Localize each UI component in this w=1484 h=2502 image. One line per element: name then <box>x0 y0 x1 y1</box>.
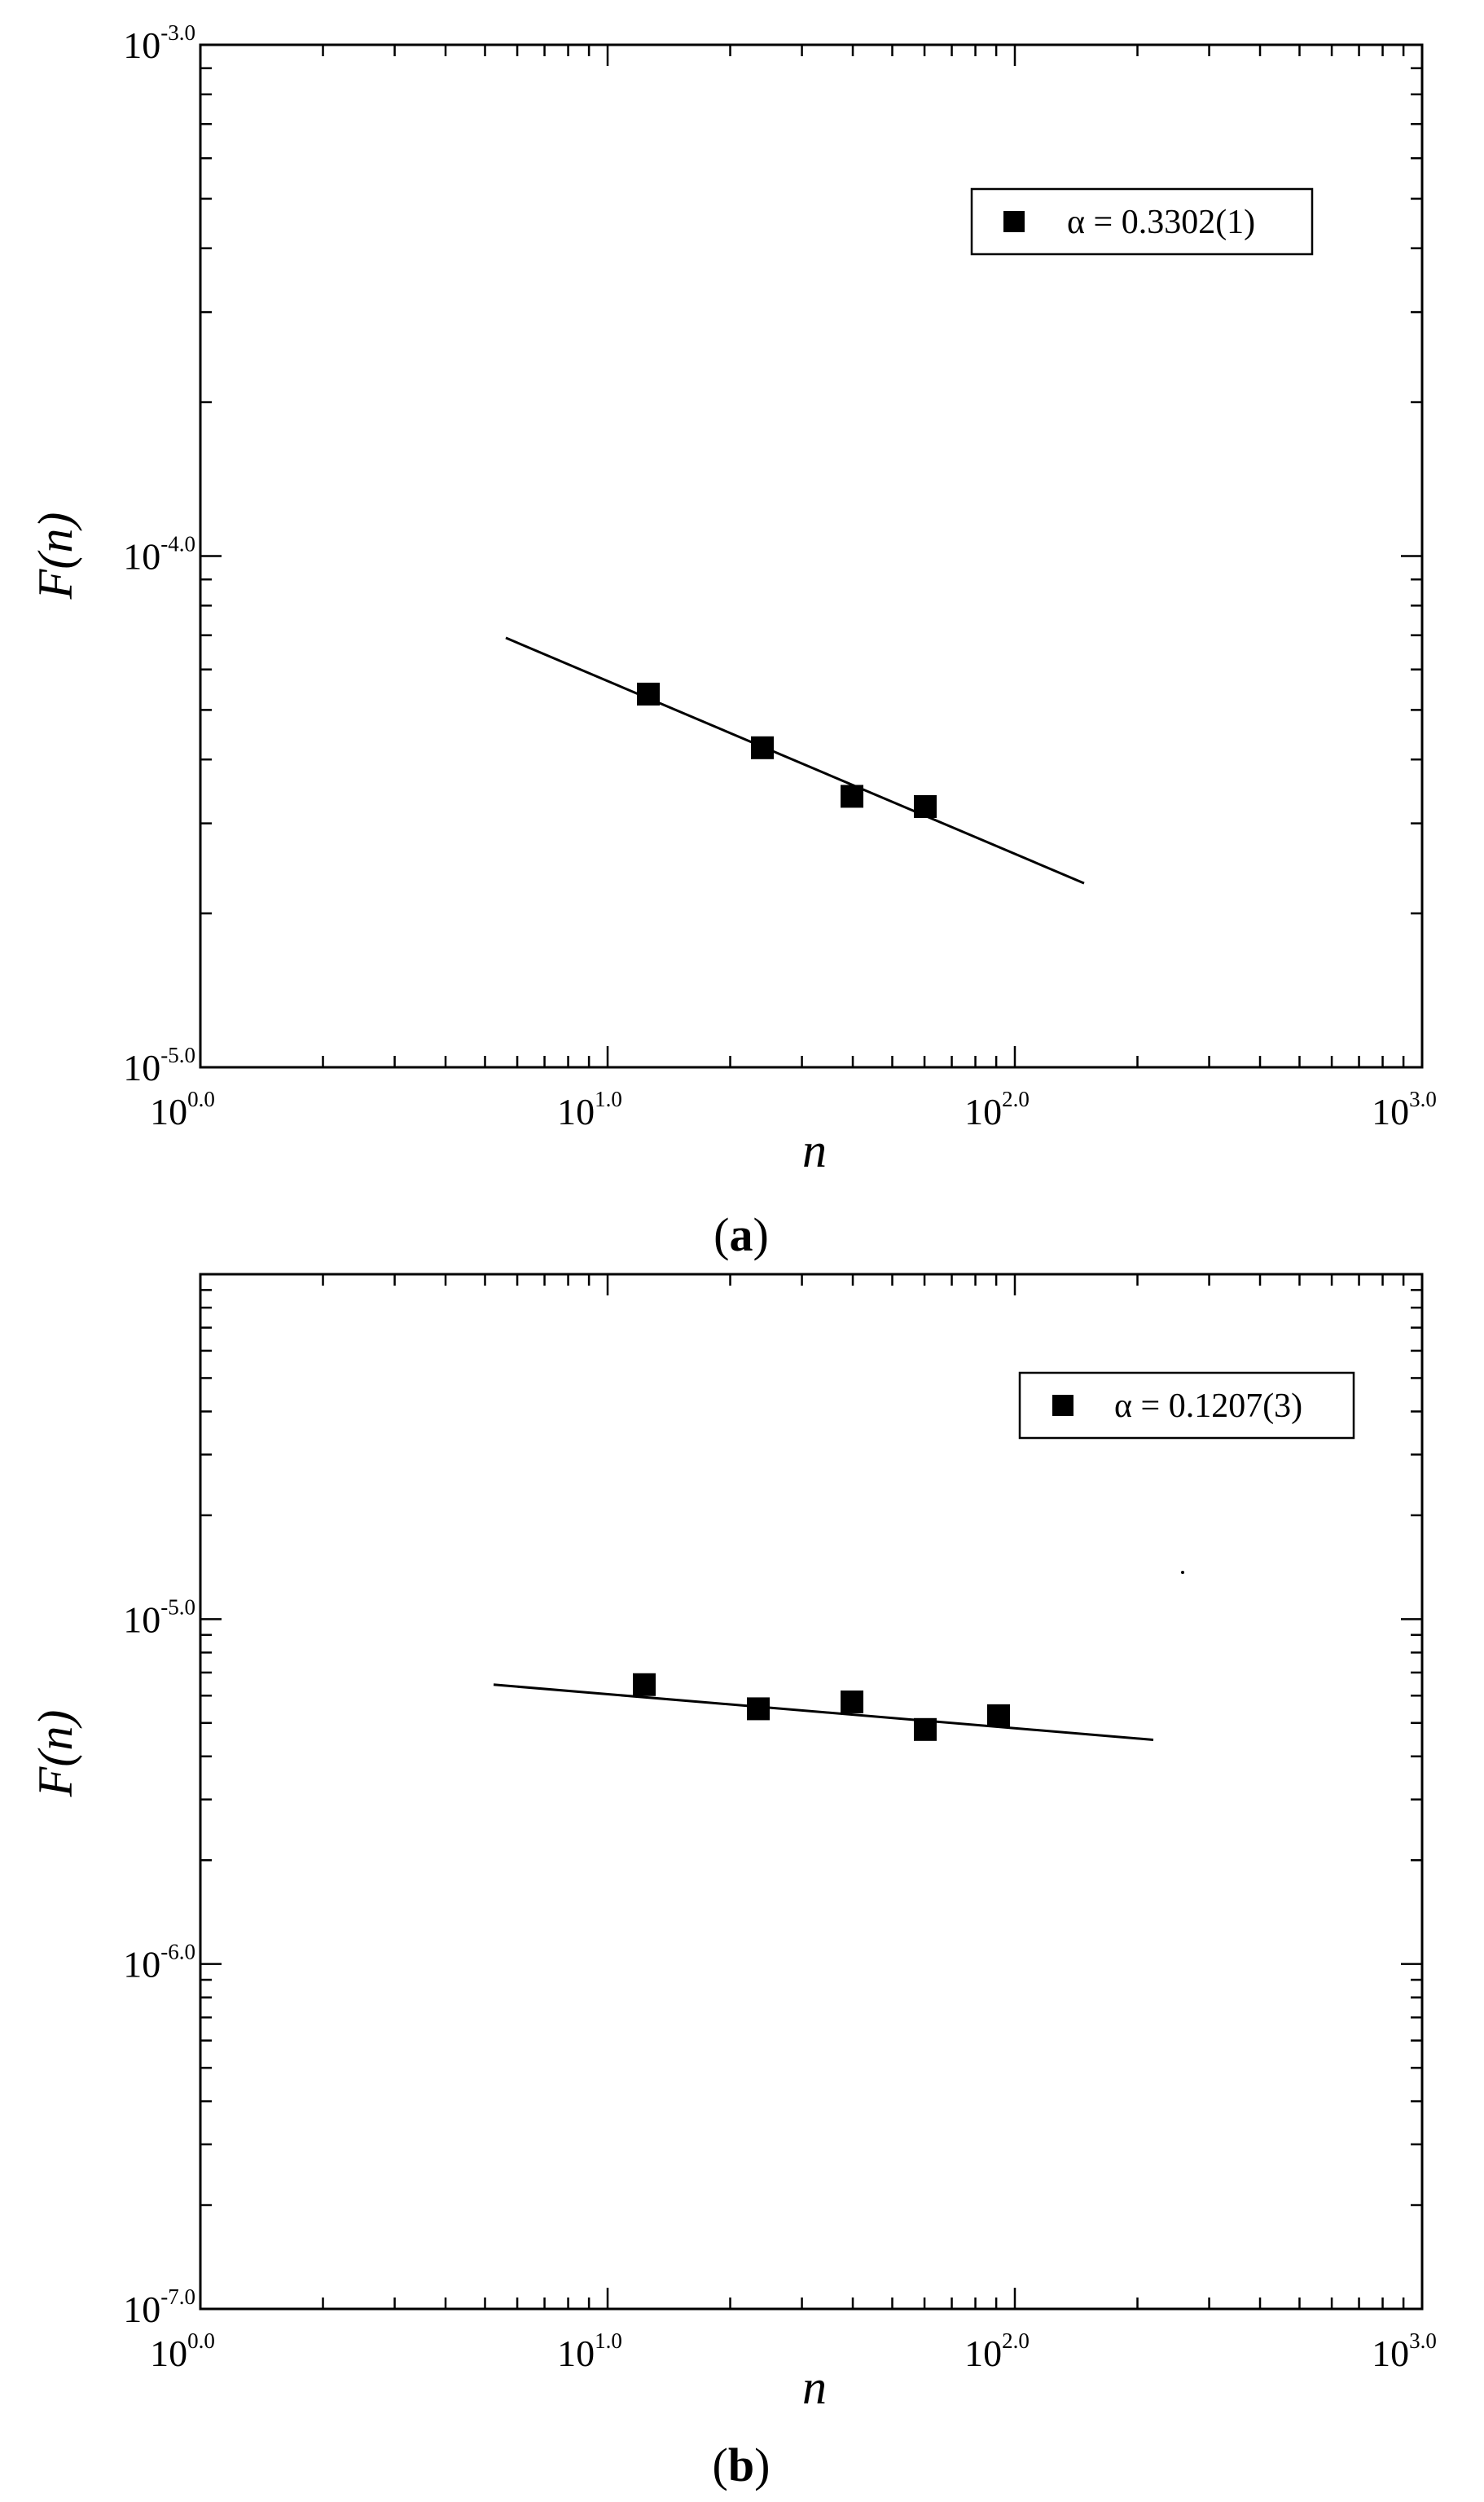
y-tick-label: 10-3.0 <box>123 20 195 66</box>
x-axis-title-a: n <box>802 1123 827 1177</box>
ticks-a <box>199 43 1424 1069</box>
y-tick-exp: -6.0 <box>160 1940 195 1964</box>
legend-box-b <box>1018 1371 1355 1440</box>
plot-frame-b <box>199 1273 1424 2311</box>
y-tick-label: 10-5.0 <box>123 1594 195 1640</box>
x-tick-base: 10 <box>557 1091 595 1132</box>
data-point <box>914 1717 937 1741</box>
y-tick-exp: -3.0 <box>160 20 195 45</box>
data-points-a <box>637 682 937 818</box>
legend-b: α = 0.1207(3) <box>1018 1371 1355 1440</box>
ticks-b <box>199 1273 1424 2311</box>
x-tick-label: 103.0 <box>1372 1087 1437 1132</box>
y-tick-base: 10 <box>123 1047 160 1088</box>
x-tick-base: 10 <box>964 2333 1002 2374</box>
data-point <box>747 1697 770 1721</box>
data-point <box>841 785 863 808</box>
legend-marker-b <box>1052 1395 1073 1416</box>
x-tick-base: 10 <box>557 2333 595 2374</box>
y-tick-exp: -5.0 <box>160 1594 195 1619</box>
x-tick-exp: 1.0 <box>595 2328 622 2353</box>
x-tick-labels-b: 100.0 101.0 102.0 103.0 <box>150 2328 1437 2374</box>
x-tick-label: 102.0 <box>964 1087 1030 1132</box>
data-point <box>633 1673 656 1696</box>
x-tick-label: 102.0 <box>964 2328 1030 2374</box>
caption-letter-a: a <box>730 1208 753 1261</box>
legend-marker-a <box>1003 211 1025 232</box>
caption-open-b: ( <box>713 2438 728 2491</box>
x-tick-exp: 1.0 <box>595 1087 622 1111</box>
caption-open-a: ( <box>713 1208 729 1261</box>
x-tick-exp: 0.0 <box>187 1087 215 1111</box>
x-tick-label: 101.0 <box>557 1087 622 1132</box>
x-tick-base: 10 <box>1372 2333 1409 2374</box>
panel-caption-a: (a) <box>713 1208 769 1261</box>
x-tick-label: 103.0 <box>1372 2328 1437 2374</box>
y-tick-base: 10 <box>123 1944 160 1985</box>
data-point <box>637 682 660 706</box>
x-tick-base: 10 <box>150 1091 187 1132</box>
data-points-b <box>633 1673 1010 1741</box>
x-tick-label: 101.0 <box>557 2328 622 2374</box>
x-tick-exp: 3.0 <box>1409 1087 1437 1111</box>
y-tick-label: 10-4.0 <box>123 532 195 578</box>
x-tick-base: 10 <box>964 1091 1002 1132</box>
legend-box-a <box>970 187 1314 256</box>
x-tick-exp: 3.0 <box>1409 2328 1437 2353</box>
x-axis-title-b: n <box>802 2360 827 2414</box>
caption-letter-b: b <box>728 2438 754 2491</box>
x-tick-base: 10 <box>150 2333 187 2374</box>
data-point <box>841 1690 863 1713</box>
legend-a: α = 0.3302(1) <box>970 187 1314 256</box>
y-tick-base: 10 <box>123 24 160 66</box>
legend-label-a: α = 0.3302(1) <box>1067 204 1255 241</box>
y-tick-exp: -4.0 <box>160 532 195 556</box>
caption-close-b: ) <box>754 2438 770 2491</box>
y-tick-base: 10 <box>123 2289 160 2330</box>
y-tick-label: 10-5.0 <box>123 1043 195 1088</box>
panel-a: 100.0 101.0 102.0 103.0 10-5.010-4.010-3.0 … <box>29 20 1437 1261</box>
x-tick-label: 100.0 <box>150 1087 215 1132</box>
x-tick-label: 100.0 <box>150 2328 215 2374</box>
data-point <box>914 794 937 818</box>
y-tick-label: 10-7.0 <box>123 2284 195 2330</box>
caption-close-a: ) <box>753 1208 769 1261</box>
y-tick-base: 10 <box>123 1598 160 1640</box>
x-tick-base: 10 <box>1372 1091 1409 1132</box>
panel-caption-b: (b) <box>713 2438 771 2491</box>
x-tick-exp: 2.0 <box>1002 1087 1030 1111</box>
legend-label-b: α = 0.1207(3) <box>1114 1387 1302 1425</box>
stray-dot-b <box>1181 1571 1184 1574</box>
y-axis-title-b: F(n) <box>29 1710 82 1798</box>
data-point <box>751 736 774 759</box>
fit-line-a <box>505 636 1085 885</box>
y-tick-exp: -5.0 <box>160 1043 195 1067</box>
panel-b: 100.0 101.0 102.0 103.0 10-7.010-6.010-5.0 … <box>29 1273 1437 2491</box>
x-tick-exp: 0.0 <box>187 2328 215 2353</box>
y-tick-labels-a: 10-5.010-4.010-3.0 <box>123 20 195 1088</box>
x-tick-exp: 2.0 <box>1002 2328 1030 2353</box>
x-tick-labels-a: 100.0 101.0 102.0 103.0 <box>150 1087 1437 1132</box>
y-tick-labels-b: 10-7.010-6.010-5.0 <box>123 1594 195 2330</box>
y-tick-exp: -7.0 <box>160 2284 195 2309</box>
y-tick-label: 10-6.0 <box>123 1940 195 1985</box>
fit-line-b <box>493 1683 1154 1741</box>
y-axis-title-a: F(n) <box>29 512 82 600</box>
data-point <box>987 1704 1010 1727</box>
y-tick-base: 10 <box>123 536 160 578</box>
